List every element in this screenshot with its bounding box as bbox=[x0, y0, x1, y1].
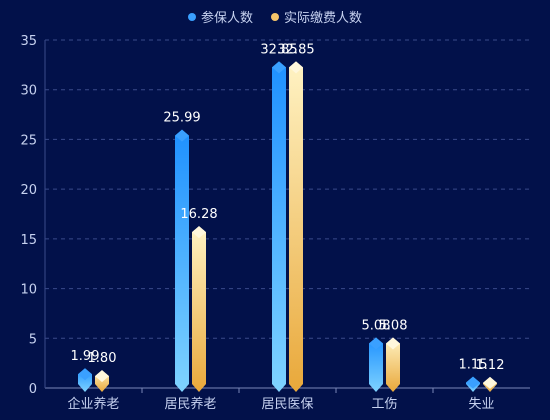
x-tick-label: 居民养老 bbox=[164, 396, 216, 412]
legend-label-series-2: 实际缴费人数 bbox=[284, 11, 363, 26]
y-tick-label: 15 bbox=[20, 233, 37, 248]
bar-cap-insured-4 bbox=[466, 376, 480, 389]
data-label: 16.28 bbox=[180, 207, 217, 222]
data-label: 5.08 bbox=[362, 318, 391, 333]
legend-dot-series-1 bbox=[187, 12, 196, 21]
y-tick-label: 10 bbox=[20, 283, 37, 298]
x-tick-label: 企业养老 bbox=[67, 396, 119, 412]
data-label: 25.99 bbox=[163, 111, 200, 126]
legend-label-series-1: 参保人数 bbox=[200, 11, 253, 26]
grid-lines bbox=[45, 39, 530, 339]
data-label: 1.15 bbox=[459, 358, 488, 373]
legend-dot-series-2 bbox=[271, 12, 279, 21]
bar-cap-paid-0 bbox=[95, 370, 109, 383]
bar-cap-insured-0 bbox=[78, 368, 92, 381]
bar-paid-2[interactable] bbox=[289, 61, 303, 393]
chart-legend: 参保人数 实际缴费人数 bbox=[0, 7, 550, 26]
bar-insured-1[interactable] bbox=[175, 129, 189, 392]
data-label: 32.85 bbox=[277, 42, 314, 57]
bars bbox=[78, 61, 497, 393]
y-tick-label: 30 bbox=[20, 84, 37, 99]
bar-paid-3[interactable] bbox=[386, 337, 400, 392]
y-tick-label: 25 bbox=[20, 133, 37, 148]
bar-cap-insured-1 bbox=[175, 129, 189, 142]
x-tick-label: 工伤 bbox=[371, 397, 397, 412]
bar-cap-insured-2 bbox=[272, 61, 286, 74]
y-tick-label: 5 bbox=[29, 332, 37, 347]
data-label: 1.99 bbox=[71, 349, 100, 364]
y-tick-label: 35 bbox=[20, 34, 37, 49]
bar-cap-insured-3 bbox=[369, 337, 383, 350]
bar-paid-1[interactable] bbox=[192, 226, 206, 392]
legend-item-series-1[interactable]: 参保人数 bbox=[187, 7, 253, 26]
legend-item-series-2[interactable]: 实际缴费人数 bbox=[271, 7, 362, 26]
y-tick-label: 20 bbox=[20, 183, 37, 198]
data-label: 5.08 bbox=[379, 318, 408, 333]
data-label: 1.12 bbox=[476, 358, 505, 373]
data-label: 32.85 bbox=[260, 42, 297, 57]
bar-cap-paid-1 bbox=[192, 226, 206, 239]
bar-insured-3[interactable] bbox=[369, 337, 383, 392]
x-tick-label: 失业 bbox=[468, 397, 494, 412]
data-label: 1.80 bbox=[88, 351, 117, 366]
bar-cap-paid-4 bbox=[483, 376, 497, 389]
bar-cap-paid-2 bbox=[289, 61, 303, 74]
bar-insured-2[interactable] bbox=[272, 61, 286, 393]
bar-cap-paid-3 bbox=[386, 337, 400, 350]
y-tick-label: 0 bbox=[29, 382, 37, 397]
x-tick-label: 居民医保 bbox=[261, 397, 313, 412]
axes: 0 5 10 15 20 25 30 35 企业养老 居民养老 居民医保 工伤 失业 bbox=[20, 34, 530, 412]
